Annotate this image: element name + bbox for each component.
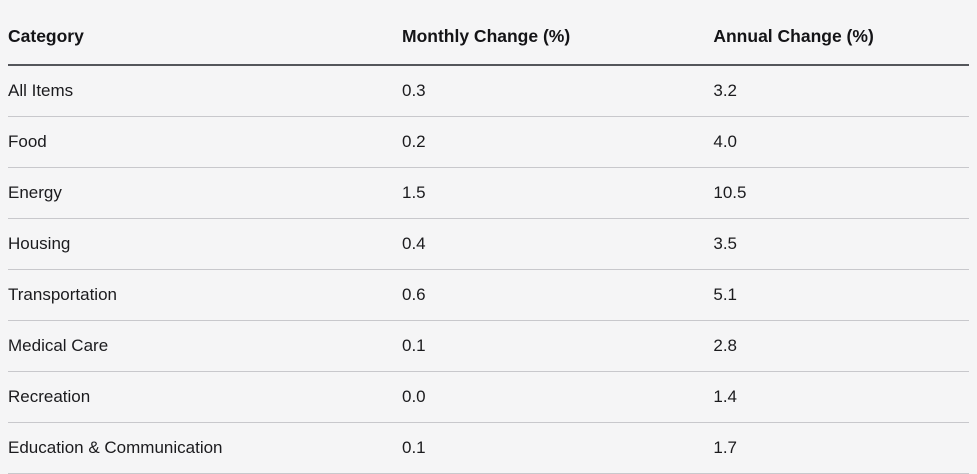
table-row: Energy 1.5 10.5	[8, 167, 969, 219]
column-header-monthly-change: Monthly Change (%)	[402, 0, 714, 66]
category-cell: Recreation	[8, 371, 402, 423]
category-cell: All Items	[8, 65, 402, 117]
table-row: Education & Communication 0.1 1.7	[8, 422, 969, 474]
table-row: Medical Care 0.1 2.8	[8, 320, 969, 372]
table-row: All Items 0.3 3.2	[8, 65, 969, 117]
table-row: Transportation 0.6 5.1	[8, 269, 969, 321]
category-cell: Food	[8, 116, 402, 168]
column-header-annual-change: Annual Change (%)	[713, 0, 969, 66]
annual-change-cell: 2.8	[713, 320, 969, 372]
cpi-table: Category Monthly Change (%) Annual Chang…	[8, 0, 969, 474]
annual-change-cell: 4.0	[713, 116, 969, 168]
monthly-change-cell: 0.2	[402, 116, 714, 168]
table-row: Housing 0.4 3.5	[8, 218, 969, 270]
category-cell: Medical Care	[8, 320, 402, 372]
annual-change-cell: 3.5	[713, 218, 969, 270]
category-cell: Education & Communication	[8, 422, 402, 474]
annual-change-cell: 1.7	[713, 422, 969, 474]
table-header: Category Monthly Change (%) Annual Chang…	[8, 0, 969, 66]
monthly-change-cell: 0.0	[402, 371, 714, 423]
header-row: Category Monthly Change (%) Annual Chang…	[8, 0, 969, 66]
monthly-change-cell: 0.3	[402, 65, 714, 117]
annual-change-cell: 3.2	[713, 65, 969, 117]
monthly-change-cell: 0.4	[402, 218, 714, 270]
monthly-change-cell: 0.6	[402, 269, 714, 321]
annual-change-cell: 10.5	[713, 167, 969, 219]
table-row: Recreation 0.0 1.4	[8, 371, 969, 423]
column-header-category: Category	[8, 0, 402, 66]
category-cell: Housing	[8, 218, 402, 270]
monthly-change-cell: 1.5	[402, 167, 714, 219]
annual-change-cell: 5.1	[713, 269, 969, 321]
category-cell: Energy	[8, 167, 402, 219]
monthly-change-cell: 0.1	[402, 320, 714, 372]
annual-change-cell: 1.4	[713, 371, 969, 423]
monthly-change-cell: 0.1	[402, 422, 714, 474]
table-row: Food 0.2 4.0	[8, 116, 969, 168]
table-body: All Items 0.3 3.2 Food 0.2 4.0 Energy 1.5 10.5 Ho…	[8, 65, 969, 474]
category-cell: Transportation	[8, 269, 402, 321]
